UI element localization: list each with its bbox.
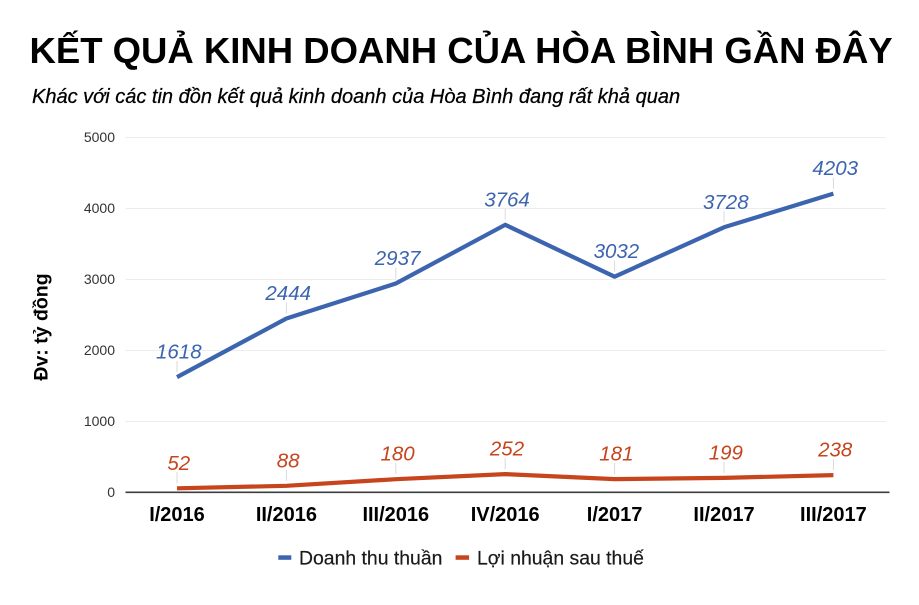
svg-text:Lợi nhuận sau thuế: Lợi nhuận sau thuế [477, 548, 644, 570]
svg-text:4203: 4203 [812, 157, 858, 180]
svg-text:181: 181 [599, 443, 633, 466]
svg-text:Doanh thu thuần: Doanh thu thuần [299, 548, 442, 570]
svg-text:Khác với các tin đồn kết quả k: Khác với các tin đồn kết quả kinh doanh … [32, 86, 680, 108]
svg-text:3764: 3764 [484, 188, 530, 211]
svg-text:2444: 2444 [264, 282, 311, 305]
svg-text:180: 180 [380, 443, 415, 466]
svg-text:3728: 3728 [703, 191, 749, 214]
svg-text:1000: 1000 [84, 413, 115, 429]
svg-text:52: 52 [167, 452, 190, 475]
svg-text:KẾT QUẢ KINH DOANH CỦA HÒA BÌN: KẾT QUẢ KINH DOANH CỦA HÒA BÌNH GẦN ĐÂY [30, 29, 893, 71]
svg-text:I/2017: I/2017 [587, 504, 643, 526]
svg-text:2937: 2937 [374, 247, 422, 270]
svg-text:252: 252 [489, 438, 525, 461]
svg-text:2000: 2000 [84, 342, 115, 358]
svg-text:5000: 5000 [84, 129, 115, 145]
svg-text:I/2016: I/2016 [149, 504, 205, 526]
svg-text:3032: 3032 [594, 240, 640, 263]
svg-text:238: 238 [817, 439, 853, 462]
svg-text:II/2017: II/2017 [693, 504, 754, 526]
svg-text:Đv: tỷ đồng: Đv: tỷ đồng [31, 273, 53, 380]
svg-text:4000: 4000 [84, 200, 115, 216]
svg-text:III/2016: III/2016 [362, 504, 429, 526]
svg-text:III/2017: III/2017 [800, 504, 867, 526]
svg-text:3000: 3000 [84, 271, 115, 287]
svg-text:0: 0 [107, 484, 115, 500]
svg-text:1618: 1618 [156, 341, 202, 364]
svg-text:88: 88 [277, 449, 300, 472]
svg-text:II/2016: II/2016 [256, 504, 317, 526]
svg-text:199: 199 [709, 441, 743, 464]
svg-text:IV/2016: IV/2016 [471, 504, 540, 526]
